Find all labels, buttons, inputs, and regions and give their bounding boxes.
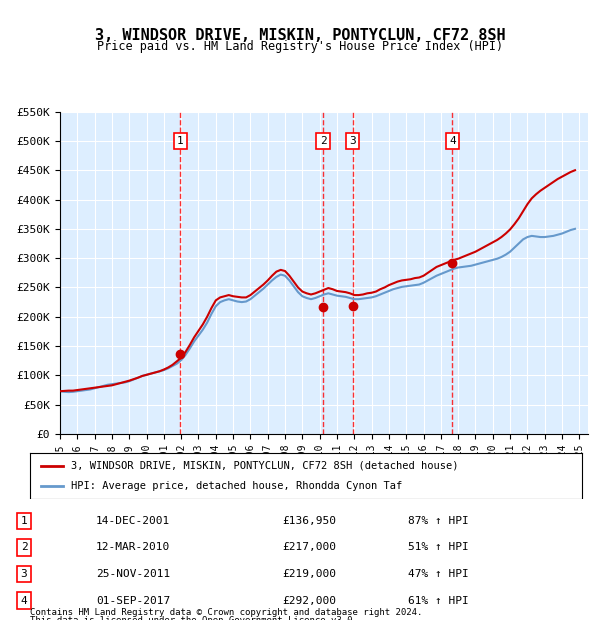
Text: 47% ↑ HPI: 47% ↑ HPI: [408, 569, 469, 579]
Text: 3: 3: [349, 136, 356, 146]
Text: 4: 4: [449, 136, 456, 146]
Text: Contains HM Land Registry data © Crown copyright and database right 2024.: Contains HM Land Registry data © Crown c…: [30, 608, 422, 617]
Text: £219,000: £219,000: [282, 569, 336, 579]
Text: 61% ↑ HPI: 61% ↑ HPI: [408, 596, 469, 606]
Text: 12-MAR-2010: 12-MAR-2010: [96, 542, 170, 552]
Text: £217,000: £217,000: [282, 542, 336, 552]
Text: 01-SEP-2017: 01-SEP-2017: [96, 596, 170, 606]
Text: 2: 2: [20, 542, 28, 552]
Text: 2: 2: [320, 136, 326, 146]
Text: Price paid vs. HM Land Registry's House Price Index (HPI): Price paid vs. HM Land Registry's House …: [97, 40, 503, 53]
Text: HPI: Average price, detached house, Rhondda Cynon Taf: HPI: Average price, detached house, Rhon…: [71, 481, 403, 491]
Text: 51% ↑ HPI: 51% ↑ HPI: [408, 542, 469, 552]
Text: 1: 1: [177, 136, 184, 146]
Text: 4: 4: [20, 596, 28, 606]
Text: 14-DEC-2001: 14-DEC-2001: [96, 516, 170, 526]
Text: This data is licensed under the Open Government Licence v3.0.: This data is licensed under the Open Gov…: [30, 616, 358, 620]
Text: 3, WINDSOR DRIVE, MISKIN, PONTYCLUN, CF72 8SH: 3, WINDSOR DRIVE, MISKIN, PONTYCLUN, CF7…: [95, 28, 505, 43]
Text: 87% ↑ HPI: 87% ↑ HPI: [408, 516, 469, 526]
Text: £136,950: £136,950: [282, 516, 336, 526]
Text: £292,000: £292,000: [282, 596, 336, 606]
Text: 3, WINDSOR DRIVE, MISKIN, PONTYCLUN, CF72 8SH (detached house): 3, WINDSOR DRIVE, MISKIN, PONTYCLUN, CF7…: [71, 461, 459, 471]
Text: 1: 1: [20, 516, 28, 526]
Text: 25-NOV-2011: 25-NOV-2011: [96, 569, 170, 579]
Text: 3: 3: [20, 569, 28, 579]
